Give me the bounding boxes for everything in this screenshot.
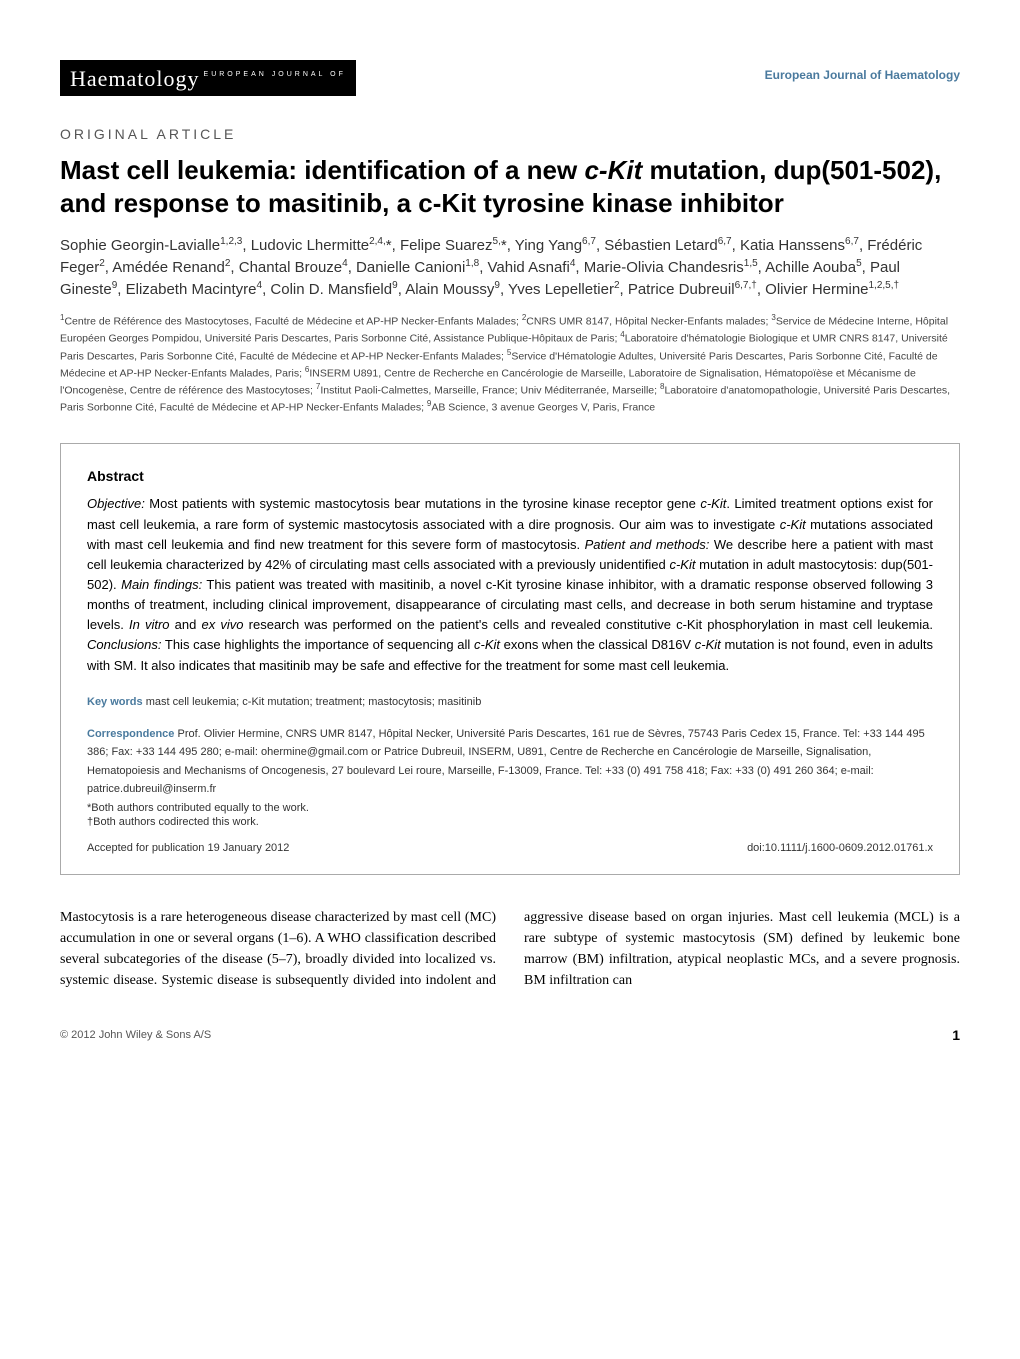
footnote-equal-contrib: *Both authors contributed equally to the… <box>87 802 933 814</box>
affiliations: 1Centre de Référence des Mastocytoses, F… <box>60 312 960 415</box>
abstract-heading: Abstract <box>87 468 933 484</box>
page-container: Haematology EUROPEAN JOURNAL OF European… <box>0 0 1020 1083</box>
keywords-label: Key words <box>87 696 143 708</box>
keywords-text: mast cell leukemia; c-Kit mutation; trea… <box>143 696 482 708</box>
journal-logo-main: Haematology <box>70 66 200 92</box>
accepted-date: Accepted for publication 19 January 2012 <box>87 842 289 854</box>
footer-row: © 2012 John Wiley & Sons A/S 1 <box>60 1027 960 1043</box>
doi: doi:10.1111/j.1600-0609.2012.01761.x <box>747 842 933 854</box>
journal-name-header: European Journal of Haematology <box>765 68 960 82</box>
abstract-body: Objective: Most patients with systemic m… <box>87 494 933 675</box>
keywords-row: Key words mast cell leukemia; c-Kit muta… <box>87 692 933 710</box>
correspondence-row: Correspondence Prof. Olivier Hermine, CN… <box>87 724 933 798</box>
correspondence-label: Correspondence <box>87 728 174 740</box>
body-paragraph: Mastocytosis is a rare heterogeneous dis… <box>60 907 960 991</box>
correspondence-text: Prof. Olivier Hermine, CNRS UMR 8147, Hô… <box>87 728 925 796</box>
header-row: Haematology EUROPEAN JOURNAL OF European… <box>60 60 960 96</box>
page-number: 1 <box>952 1027 960 1043</box>
accept-doi-row: Accepted for publication 19 January 2012… <box>87 842 933 854</box>
abstract-box: Abstract Objective: Most patients with s… <box>60 443 960 874</box>
journal-logo-super: EUROPEAN JOURNAL OF <box>204 71 346 78</box>
article-type: ORIGINAL ARTICLE <box>60 126 960 142</box>
copyright: © 2012 John Wiley & Sons A/S <box>60 1029 211 1041</box>
authors-list: Sophie Georgin-Lavialle1,2,3, Ludovic Lh… <box>60 235 960 300</box>
journal-logo: Haematology EUROPEAN JOURNAL OF <box>60 60 356 96</box>
footnote-codirected: †Both authors codirected this work. <box>87 816 933 828</box>
body-columns: Mastocytosis is a rare heterogeneous dis… <box>60 907 960 991</box>
article-title: Mast cell leukemia: identification of a … <box>60 154 960 219</box>
